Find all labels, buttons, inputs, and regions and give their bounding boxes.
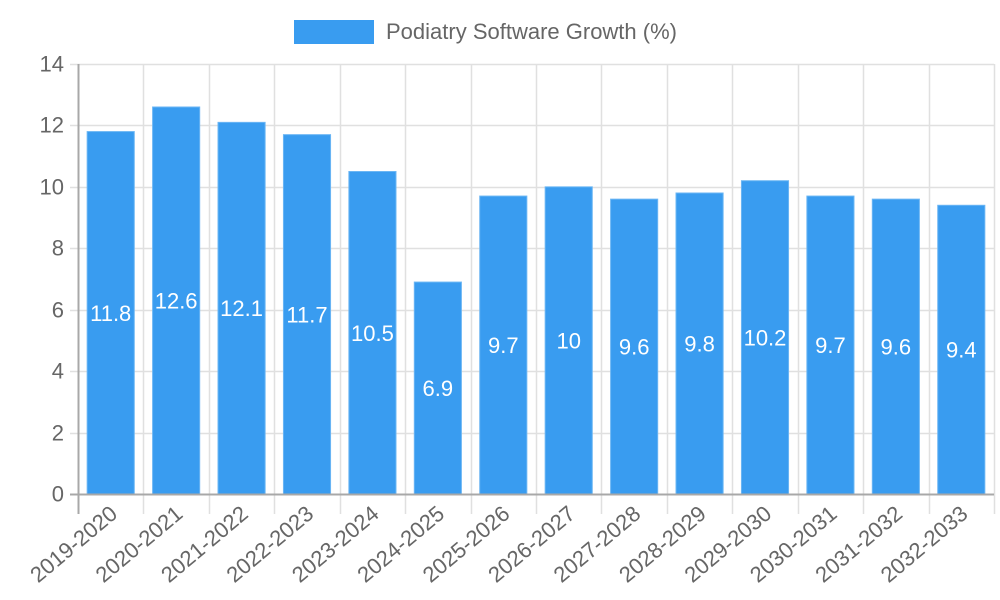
y-axis-ticks: 0 2 4 6 8 10 12 14 xyxy=(40,52,64,507)
y-tick-label: 4 xyxy=(52,359,64,384)
bar[interactable] xyxy=(610,198,659,495)
bar[interactable] xyxy=(479,195,528,495)
data-label: 10.5 xyxy=(351,321,394,346)
data-label: 11.8 xyxy=(90,301,131,326)
y-tick-label: 10 xyxy=(40,175,64,200)
bar[interactable] xyxy=(740,180,790,495)
data-label: 10.2 xyxy=(744,325,787,350)
data-label: 12.1 xyxy=(220,296,263,321)
y-tick-label: 8 xyxy=(52,236,64,261)
legend-swatch xyxy=(294,20,374,44)
y-tick-label: 14 xyxy=(40,52,64,77)
bar[interactable] xyxy=(544,186,593,495)
data-label: 9.6 xyxy=(619,335,650,360)
data-label: 12.6 xyxy=(155,289,198,314)
chart-legend[interactable]: Podiatry Software Growth (%) xyxy=(294,18,677,46)
bar[interactable] xyxy=(871,198,920,495)
data-label: 6.9 xyxy=(423,376,454,401)
data-label: 10 xyxy=(556,328,580,353)
data-labels: 11.8 12.6 12.1 11.7 10.5 6.9 9.7 10 9.6 9.8 10.2 9.… xyxy=(90,289,976,402)
bar[interactable] xyxy=(217,121,266,495)
bar[interactable] xyxy=(806,195,855,495)
bar[interactable] xyxy=(152,106,201,495)
y-tick-label: 0 xyxy=(52,482,64,507)
data-label: 11.7 xyxy=(286,302,327,327)
axes xyxy=(70,64,994,514)
data-label: 9.8 xyxy=(684,332,715,357)
y-tick-label: 12 xyxy=(40,113,64,138)
y-tick-label: 2 xyxy=(52,421,64,446)
bar[interactable] xyxy=(86,131,135,495)
grid-lines xyxy=(70,63,996,514)
legend-label: Podiatry Software Growth (%) xyxy=(386,19,677,44)
data-label: 9.7 xyxy=(488,333,519,358)
bar[interactable] xyxy=(937,204,986,495)
bars xyxy=(86,106,986,495)
bar[interactable] xyxy=(675,192,724,495)
bar[interactable] xyxy=(282,134,332,495)
y-tick-label: 6 xyxy=(52,298,64,323)
data-label: 9.7 xyxy=(815,333,846,358)
x-axis-ticks: 2019-20202020-20212021-20222022-20232023… xyxy=(25,501,972,588)
bar[interactable] xyxy=(413,281,462,495)
data-label: 9.4 xyxy=(946,338,977,363)
data-label: 9.6 xyxy=(881,335,912,360)
